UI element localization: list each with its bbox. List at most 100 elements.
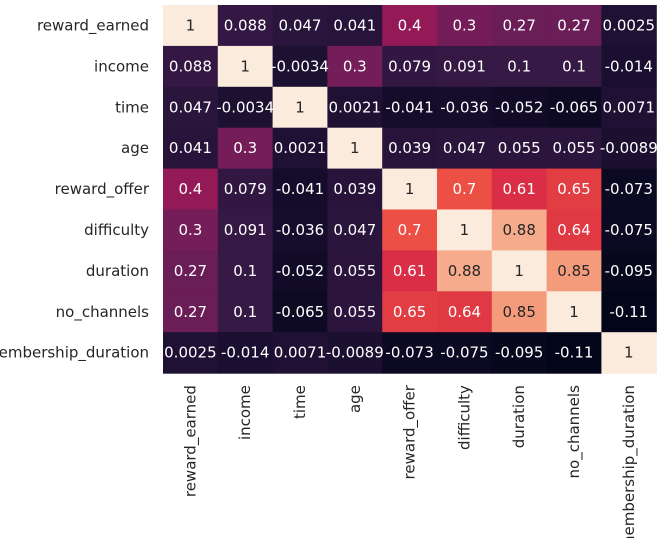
cell-value-label: 0.091 <box>224 221 267 239</box>
heatmap-cell-reward_earned-time <box>272 5 328 47</box>
heatmap-cell-time-membership_duration <box>601 86 657 129</box>
cell-value-label: 1 <box>295 98 305 116</box>
cell-value-label: 0.047 <box>443 139 486 157</box>
cell-value-label: -0.11 <box>609 303 648 321</box>
y-tick-label-income: income <box>94 57 149 75</box>
y-tick-label-membership_duration: membership_duration <box>0 344 149 363</box>
cell-value-label: -0.073 <box>605 180 653 198</box>
y-tick-label-age: age <box>121 139 149 157</box>
heatmap-cell-reward_earned-membership_duration <box>601 5 657 47</box>
heatmap-cell-difficulty-duration <box>491 209 548 251</box>
cell-value-label: 1 <box>460 221 470 239</box>
cell-value-label: -0.014 <box>221 344 269 362</box>
heatmap-cell-membership_duration-reward_offer <box>382 332 438 374</box>
x-tick-label-duration: duration <box>510 385 528 448</box>
heatmap-cell-duration-difficulty <box>437 250 493 292</box>
heatmap-cell-membership_duration-no_channels <box>546 332 602 374</box>
heatmap-cell-membership_duration-income <box>217 332 274 374</box>
cell-value-label: 0.3 <box>178 221 202 239</box>
heatmap-cell-reward_offer-income <box>217 168 274 211</box>
heatmap-cell-age-reward_offer <box>382 127 438 170</box>
cell-value-label: 0.055 <box>333 262 376 280</box>
heatmap-cell-duration-reward_earned <box>163 250 219 292</box>
cell-value-label: 1 <box>405 180 415 198</box>
heatmap-cell-reward_earned-difficulty <box>437 5 493 47</box>
cell-value-label: -0.036 <box>440 98 488 116</box>
heatmap-cell-time-difficulty <box>437 86 493 129</box>
y-tick-label-duration: duration <box>86 262 149 280</box>
heatmap-cell-income-income <box>217 45 274 88</box>
x-tick-label-time: time <box>291 385 309 419</box>
cell-value-label: 0.055 <box>553 139 596 157</box>
heatmap-cell-time-income <box>217 86 274 129</box>
cell-value-label: 1 <box>569 303 579 321</box>
heatmap-cell-difficulty-no_channels <box>546 209 602 251</box>
cell-value-label: 0.27 <box>174 262 207 280</box>
heatmap-cell-time-age <box>327 86 383 129</box>
cell-value-label: 0.61 <box>393 262 426 280</box>
cell-value-label: 0.64 <box>557 221 590 239</box>
cell-value-label: 0.047 <box>333 221 376 239</box>
cell-value-label: 0.85 <box>502 303 535 321</box>
cell-value-label: 0.7 <box>452 180 476 198</box>
cell-value-label: 0.88 <box>448 262 481 280</box>
heatmap-cell-reward_offer-membership_duration <box>601 168 657 211</box>
heatmap-cell-time-reward_offer <box>382 86 438 129</box>
y-tick-label-reward_earned: reward_earned <box>37 16 149 35</box>
heatmap-cell-membership_duration-time <box>272 332 328 374</box>
heatmap-cell-no_channels-income <box>217 291 274 333</box>
cell-value-label: 1 <box>624 344 634 362</box>
cell-value-label: 0.0071 <box>603 98 656 116</box>
cell-value-label: -0.0034 <box>271 57 329 75</box>
y-tick-label-time: time <box>115 98 149 116</box>
heatmap-cell-age-age <box>327 127 383 170</box>
heatmap-cell-age-income <box>217 127 274 170</box>
x-tick-label-income: income <box>236 385 254 440</box>
cell-value-label: 0.079 <box>388 57 431 75</box>
cell-value-label: 0.047 <box>169 98 212 116</box>
heatmap-cell-income-age <box>327 45 383 88</box>
heatmap-cell-income-no_channels <box>546 45 602 88</box>
cell-value-label: 0.091 <box>443 57 486 75</box>
heatmap-cell-reward_offer-time <box>272 168 328 211</box>
cell-value-label: 0.0025 <box>603 16 656 34</box>
cell-value-label: -0.052 <box>495 98 543 116</box>
cell-value-label: -0.0034 <box>216 98 274 116</box>
cell-value-label: -0.052 <box>276 262 324 280</box>
cell-value-label: 0.0021 <box>329 98 382 116</box>
heatmap-cell-no_channels-duration <box>491 291 548 333</box>
heatmap-cell-no_channels-reward_offer <box>382 291 438 333</box>
cell-value-label: 0.1 <box>507 57 531 75</box>
heatmap-cell-reward_offer-age <box>327 168 383 211</box>
cell-value-label: -0.075 <box>605 221 653 239</box>
heatmap-cell-duration-age <box>327 250 383 292</box>
heatmap-cell-income-duration <box>491 45 548 88</box>
cell-value-label: 0.088 <box>224 16 267 34</box>
cell-value-label: 0.85 <box>557 262 590 280</box>
x-tick-label-reward_earned: reward_earned <box>181 385 200 497</box>
cell-value-label: 1 <box>514 262 524 280</box>
cell-value-label: 0.047 <box>279 16 322 34</box>
heatmap-cell-reward_earned-age <box>327 5 383 47</box>
heatmap-cells <box>163 5 657 374</box>
heatmap-cell-membership_duration-duration <box>491 332 548 374</box>
heatmap-cell-duration-membership_duration <box>601 250 657 292</box>
cell-value-label: -0.075 <box>440 344 488 362</box>
cell-value-label: 0.1 <box>233 303 257 321</box>
cell-value-label: -0.041 <box>276 180 324 198</box>
heatmap-cell-no_channels-membership_duration <box>601 291 657 333</box>
x-tick-label-difficulty: difficulty <box>455 385 473 450</box>
heatmap-cell-age-duration <box>491 127 548 170</box>
heatmap-cell-income-membership_duration <box>601 45 657 88</box>
cell-value-label: 0.1 <box>233 262 257 280</box>
heatmap-cell-membership_duration-difficulty <box>437 332 493 374</box>
cell-value-label: 0.3 <box>452 16 476 34</box>
cell-value-label: 0.055 <box>333 303 376 321</box>
heatmap-cell-no_channels-age <box>327 291 383 333</box>
cell-value-label: 0.0021 <box>274 139 327 157</box>
cell-value-label: -0.073 <box>385 344 433 362</box>
cell-value-label: 1 <box>240 57 250 75</box>
cell-value-label: 0.65 <box>393 303 426 321</box>
